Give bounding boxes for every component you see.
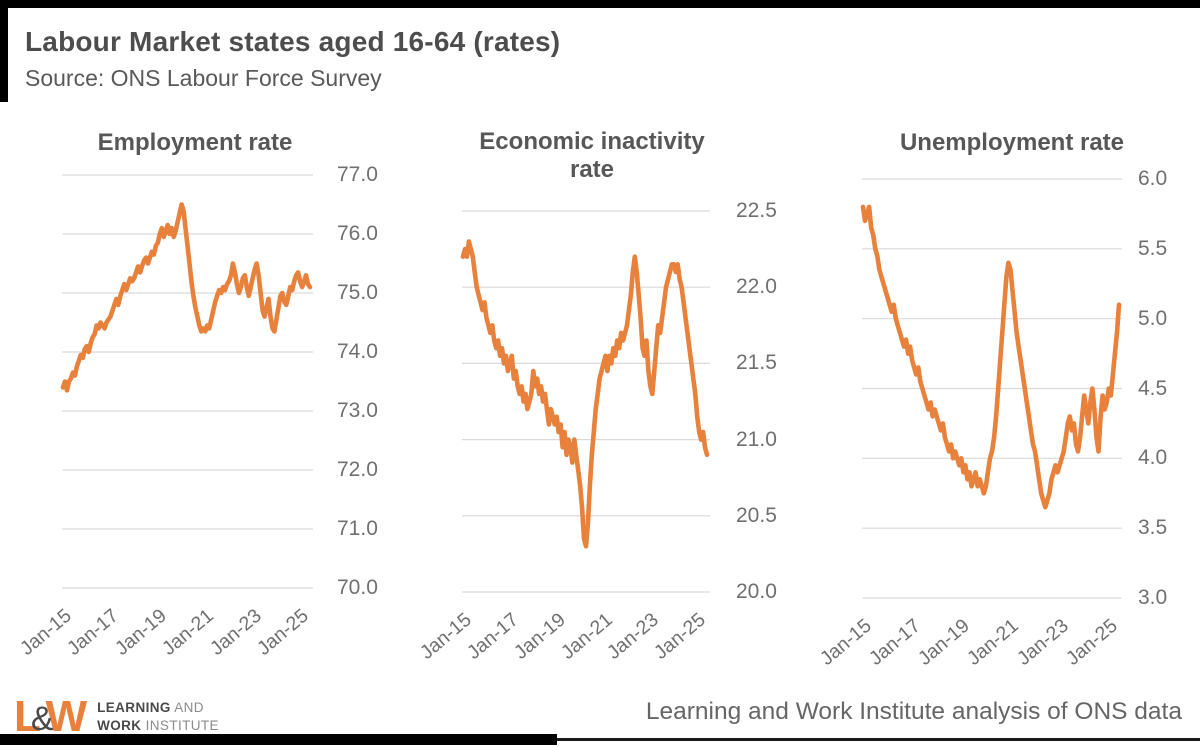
attribution-text: Learning and Work Institute analysis of … [645, 698, 1182, 725]
y-axis-tick-label: 6.0 [1138, 167, 1168, 190]
y-axis-tick-label: 5.5 [1138, 236, 1168, 260]
y-axis-tick-label: 21.5 [736, 351, 777, 375]
logo-text-line2: WORK INSTITUTE [97, 717, 219, 735]
logo-text-learning: LEARNING [97, 699, 171, 715]
logo-text-line1: LEARNING AND [97, 699, 219, 717]
data-series-line [60, 202, 313, 393]
data-series-line [860, 204, 1122, 510]
employment-rate-line-chart [60, 174, 313, 589]
economic-inactivity-rate-line-chart [460, 210, 710, 593]
lw-logo-mark: L & W [14, 692, 88, 741]
y-axis-tick-label: 70.0 [337, 576, 378, 599]
logo-letter-w: W [45, 692, 88, 741]
y-axis-tick-label: 3.5 [1138, 516, 1168, 540]
y-axis-tick-label: 71.0 [337, 517, 378, 540]
logo-text-work: WORK [97, 718, 142, 733]
y-axis-tick-label: 72.0 [337, 458, 378, 481]
bottom-border-line [557, 738, 1200, 741]
y-axis-tick-label: 76.0 [337, 222, 378, 245]
y-axis-tick-label: 4.0 [1138, 446, 1168, 470]
y-axis-tick-label: 75.0 [337, 281, 378, 304]
y-axis-tick-label: 22.5 [736, 199, 777, 222]
y-axis-tick-label: 77.0 [337, 163, 378, 186]
data-series-line [460, 239, 710, 549]
lw-institute-logo: L & W LEARNING AND WORK INSTITUTE [14, 695, 219, 739]
y-axis-tick-label: 21.0 [736, 427, 777, 451]
y-axis-tick-label: 22.0 [736, 275, 777, 299]
y-axis-tick-label: 5.0 [1138, 306, 1168, 330]
top-border-bar [0, 0, 1200, 8]
logo-text-institute: INSTITUTE [145, 718, 219, 733]
page-title: Labour Market states aged 16-64 (rates) [25, 26, 561, 57]
chart-title-unemployment-rate: Unemployment rate [899, 129, 1125, 156]
source-subtitle: Source: ONS Labour Force Survey [25, 65, 382, 91]
header: Labour Market states aged 16-64 (rates) … [25, 26, 560, 92]
y-axis-tick-label: 20.5 [736, 503, 777, 527]
logo-text-and: AND [174, 699, 204, 715]
y-axis-tick-label: 73.0 [337, 399, 378, 422]
lw-logo-text: LEARNING AND WORK INSTITUTE [97, 699, 219, 735]
chart-title-employment-rate: Employment rate [97, 129, 293, 156]
unemployment-rate-line-chart [860, 178, 1122, 599]
chart-title-economic-inactivity-rate: Economic inactivity rate [479, 128, 705, 184]
y-axis-tick-label: 74.0 [337, 340, 378, 363]
bottom-border-bar [0, 734, 557, 745]
y-axis-tick-label: 4.5 [1138, 376, 1168, 400]
y-axis-tick-label: 20.0 [736, 580, 777, 603]
left-border-bar [0, 0, 8, 102]
logo-ampersand: & [30, 700, 54, 738]
y-axis-tick-label: 3.0 [1138, 586, 1168, 609]
logo-letter-l: L [14, 692, 41, 741]
